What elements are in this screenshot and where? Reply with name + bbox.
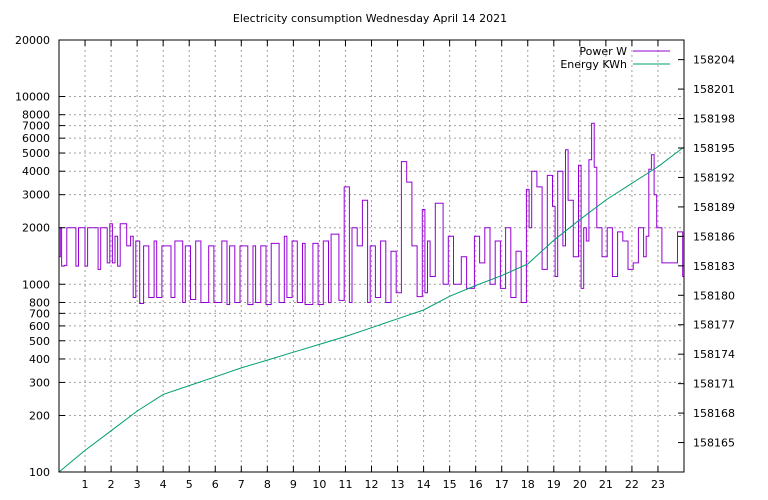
y2-tick-label: 158189: [693, 201, 735, 214]
y2-tick-label: 158165: [693, 437, 735, 450]
y-tick-label: 700: [29, 307, 50, 320]
y-tick-label: 10000: [15, 91, 50, 104]
x-tick-label: 23: [651, 478, 665, 491]
x-tick-label: 15: [443, 478, 457, 491]
y2-tick-label: 158192: [693, 171, 735, 184]
y-tick-label: 3000: [22, 189, 50, 202]
y2-tick-label: 158198: [693, 113, 735, 126]
y-tick-label: 600: [29, 320, 50, 333]
y2-tick-label: 158195: [693, 142, 735, 155]
y-tick-label: 200: [29, 409, 50, 422]
y-tick-label: 2000: [22, 222, 50, 235]
y-tick-label: 100: [29, 466, 50, 479]
y-tick-label: 5000: [22, 147, 50, 160]
x-tick-label: 4: [160, 478, 167, 491]
x-tick-label: 11: [338, 478, 352, 491]
x-tick-label: 14: [417, 478, 431, 491]
legend: Power W Energy KWh: [560, 45, 670, 71]
x-tick-label: 18: [521, 478, 535, 491]
y2-tick-label: 158177: [693, 319, 735, 332]
y-tick-label: 300: [29, 376, 50, 389]
axes: 1 2 3 4 5 6 7 8 9 10 11 12 13 14 15 16 17 18 19 20 21 22 23100…: [15, 34, 735, 491]
y2-tick-label: 158204: [693, 54, 735, 67]
x-tick-label: 20: [573, 478, 587, 491]
x-tick-label: 8: [264, 478, 271, 491]
y2-tick-label: 158174: [693, 348, 735, 361]
series-layer: [58, 122, 685, 473]
x-tick-label: 9: [290, 478, 297, 491]
x-tick-label: 16: [469, 478, 483, 491]
x-tick-label: 22: [625, 478, 639, 491]
x-tick-label: 17: [495, 478, 509, 491]
power-series-line: [59, 122, 684, 305]
y-tick-label: 6000: [22, 132, 50, 145]
y2-tick-label: 158183: [693, 260, 735, 273]
x-tick-label: 21: [599, 478, 613, 491]
y2-tick-label: 158180: [693, 289, 735, 302]
y-tick-label: 4000: [22, 165, 50, 178]
x-tick-label: 12: [365, 478, 379, 491]
y-tick-label: 7000: [22, 120, 50, 133]
y-tick-label: 20000: [15, 34, 50, 47]
x-tick-label: 7: [238, 478, 245, 491]
grid: [59, 40, 684, 472]
x-tick-label: 10: [312, 478, 326, 491]
y2-tick-label: 158168: [693, 407, 735, 420]
energy-series-line: [58, 146, 685, 473]
x-tick-label: 3: [134, 478, 141, 491]
x-tick-label: 1: [82, 478, 89, 491]
y-tick-label: 800: [29, 296, 50, 309]
y-tick-label: 1000: [22, 278, 50, 291]
y2-tick-label: 158201: [693, 83, 735, 96]
x-tick-label: 6: [212, 478, 219, 491]
x-tick-label: 2: [108, 478, 115, 491]
chart-title: Electricity consumption Wednesday April …: [233, 12, 507, 25]
legend-label-energy: Energy KWh: [560, 58, 627, 71]
y-tick-label: 500: [29, 335, 50, 348]
x-tick-label: 13: [391, 478, 405, 491]
x-tick-label: 19: [547, 478, 561, 491]
y-tick-label: 8000: [22, 109, 50, 122]
y-tick-label: 400: [29, 353, 50, 366]
y2-tick-label: 158171: [693, 378, 735, 391]
x-tick-label: 5: [186, 478, 193, 491]
legend-label-power: Power W: [579, 45, 627, 58]
y2-tick-label: 158186: [693, 230, 735, 243]
